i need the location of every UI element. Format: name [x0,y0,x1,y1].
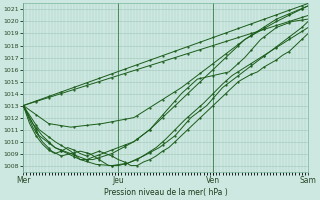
X-axis label: Pression niveau de la mer( hPa ): Pression niveau de la mer( hPa ) [104,188,228,197]
